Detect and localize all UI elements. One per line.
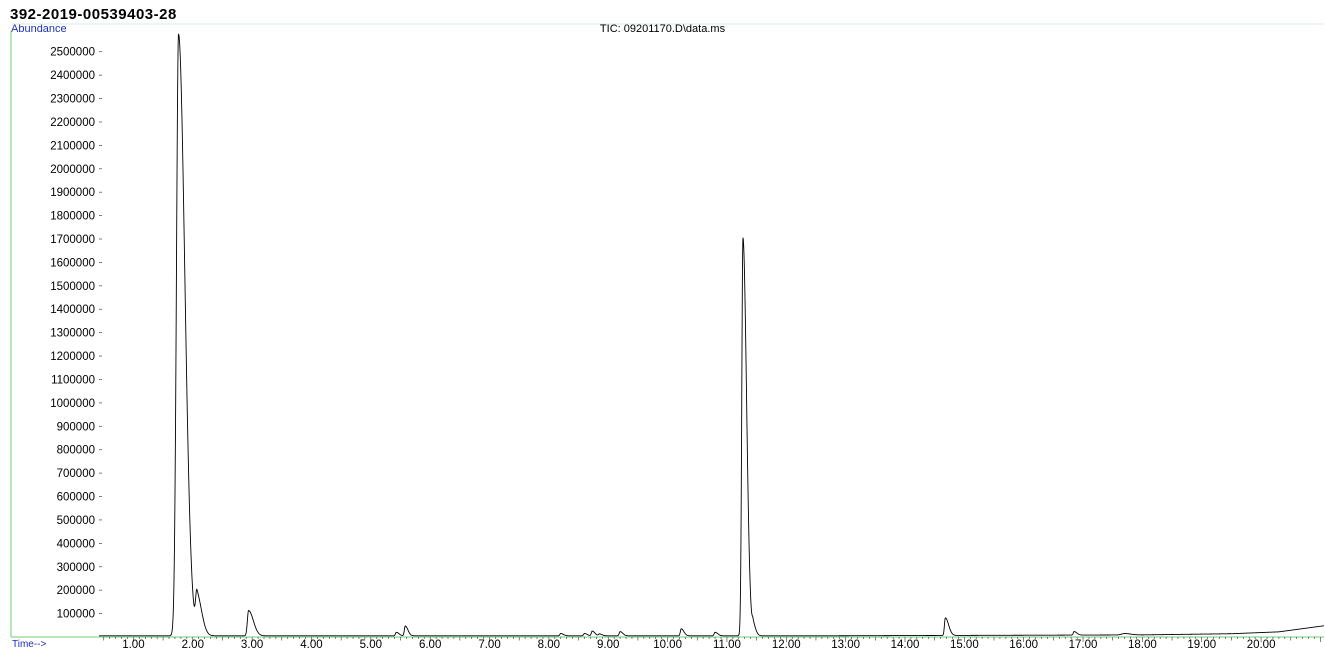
y-tick-label: 300000 [57,562,95,574]
y-tick-label: 1200000 [50,351,95,363]
y-tick-label: 2400000 [50,70,95,82]
tic-series-line [98,33,1325,637]
peak-point [944,617,946,619]
y-tick-label: 1000000 [50,398,95,410]
x-tick-label: 2.00 [182,639,204,649]
tic-trace-group [98,33,1325,637]
peak-point [395,631,397,633]
y-tick-label: 1400000 [50,304,95,316]
y-tick-label: 1100000 [51,374,95,386]
peak-point [404,625,406,627]
x-tick-label: 7.00 [478,639,500,649]
y-tick-label: 500000 [57,515,95,527]
x-axis-ticks: 1.00 2.00 3.00 4.00 5.00 6.00 7.00 8.00 9.00 10.0… [103,637,1321,649]
x-tick-label: 16.00 [1009,639,1038,649]
x-tick-label: 18.00 [1128,639,1157,649]
y-tick-label: 2500000 [50,47,95,59]
y-tick-label: 400000 [57,538,95,550]
peak-point [1073,631,1075,632]
x-tick-label: 9.00 [597,639,619,649]
x-tick-label: 10.00 [653,639,682,649]
x-tick-label: 5.00 [360,639,382,649]
y-tick-label: 1300000 [50,328,95,340]
x-tick-label: 12.00 [772,639,801,649]
y-tick-label: 1500000 [50,281,95,293]
y-tick-label: 2000000 [50,164,95,176]
x-axis-label: Time--> [12,639,47,649]
peak-point [560,633,562,634]
x-tick-label: 17.00 [1069,639,1098,649]
x-tick-label: 13.00 [831,639,860,649]
y-tick-label: 2200000 [50,117,95,129]
chart-axes [10,23,1324,638]
peak-point [714,631,716,633]
y-tick-label: 600000 [57,492,95,504]
y-tick-label: 1700000 [50,234,95,246]
x-tick-label: 20.00 [1247,639,1276,649]
peak-point [752,617,754,619]
chart-title: TIC: 09201170.D\data.ms [599,23,726,35]
x-tick-label: 14.00 [891,639,920,649]
y-tick-label: 900000 [57,421,95,433]
x-tick-label: 19.00 [1187,639,1216,649]
y-tick-label: 200000 [57,585,95,597]
peak-point [178,33,179,35]
sample-id-title: 392-2019-00539403-28 [10,6,177,23]
x-tick-label: 15.00 [950,639,979,649]
y-axis-label: Abundance [11,23,67,35]
peak-point [680,628,682,630]
y-tick-label: 100000 [57,609,95,621]
peak-point [584,633,585,634]
x-tick-label: 3.00 [241,639,263,649]
peak-point [598,633,600,635]
peak-point [742,237,744,239]
y-tick-label: 2300000 [50,94,95,106]
y-tick-label: 1900000 [50,187,95,199]
y-tick-label: 1800000 [50,211,95,223]
x-tick-label: 4.00 [300,639,322,649]
peak-point [619,631,621,633]
peak-point [196,589,198,590]
x-tick-label: 6.00 [419,639,441,649]
y-tick-label: 700000 [57,468,95,480]
y-axis-ticks: 100000 200000 300000 400000 500000 600000 7000… [50,47,102,621]
y-tick-label: 2100000 [50,140,95,152]
peak-point [1124,633,1125,634]
x-tick-label: 11.00 [713,639,741,649]
x-tick-label: 8.00 [538,639,560,649]
peak-point [591,630,593,632]
peak-point [248,610,249,611]
x-tick-label: 1.00 [122,639,144,649]
y-tick-label: 1600000 [50,257,95,269]
y-tick-label: 800000 [57,445,95,457]
